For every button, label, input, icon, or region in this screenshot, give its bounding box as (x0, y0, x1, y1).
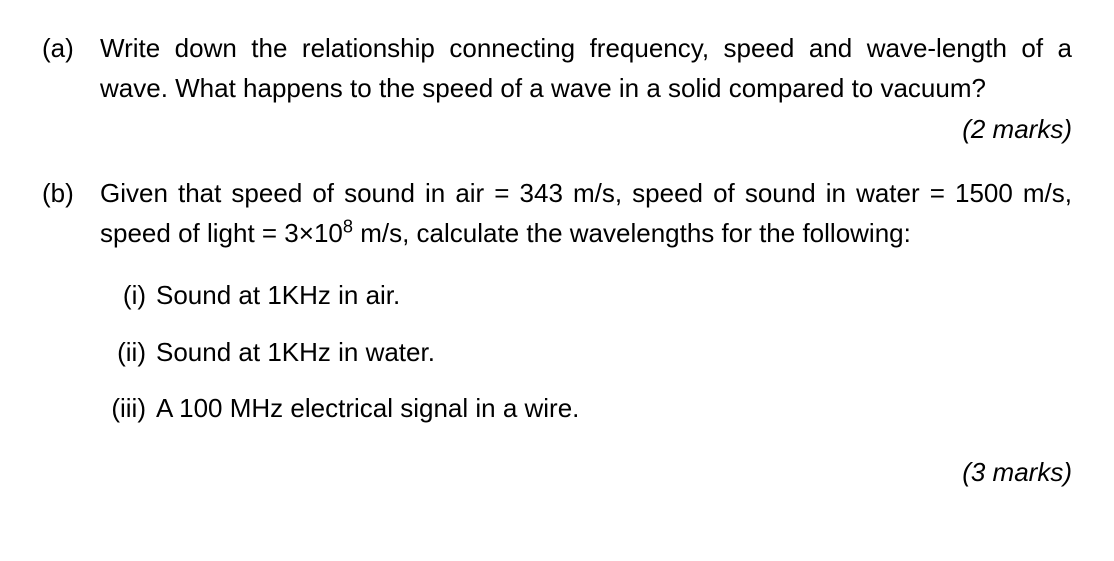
subitem-label-i: (i) (100, 275, 156, 315)
part-label-b: (b) (42, 173, 100, 493)
part-b-text: Given that speed of sound in air = 343 m… (100, 173, 1072, 254)
part-b-sublist: (i) Sound at 1KHz in air. (ii) Sound at … (100, 275, 1072, 428)
part-body-a: Write down the relationship connecting f… (100, 28, 1072, 149)
part-b-marks: (3 marks) (100, 452, 1072, 492)
subitem-text-i: Sound at 1KHz in air. (156, 275, 1072, 315)
subitem-label-ii: (ii) (100, 332, 156, 372)
part-a-marks: (2 marks) (962, 109, 1072, 149)
part-label-a: (a) (42, 28, 100, 149)
subitem-label-iii: (iii) (100, 388, 156, 428)
subitem-i: (i) Sound at 1KHz in air. (100, 275, 1072, 315)
part-a-text: Write down the relationship connecting f… (100, 33, 1072, 103)
subitem-iii: (iii) A 100 MHz electrical signal in a w… (100, 388, 1072, 428)
part-body-b: Given that speed of sound in air = 343 m… (100, 173, 1072, 493)
subitem-ii: (ii) Sound at 1KHz in water. (100, 332, 1072, 372)
subitem-text-iii: A 100 MHz electrical signal in a wire. (156, 388, 1072, 428)
question-part-a: (a) Write down the relationship connecti… (42, 28, 1072, 149)
subitem-text-ii: Sound at 1KHz in water. (156, 332, 1072, 372)
question-part-b: (b) Given that speed of sound in air = 3… (42, 173, 1072, 493)
